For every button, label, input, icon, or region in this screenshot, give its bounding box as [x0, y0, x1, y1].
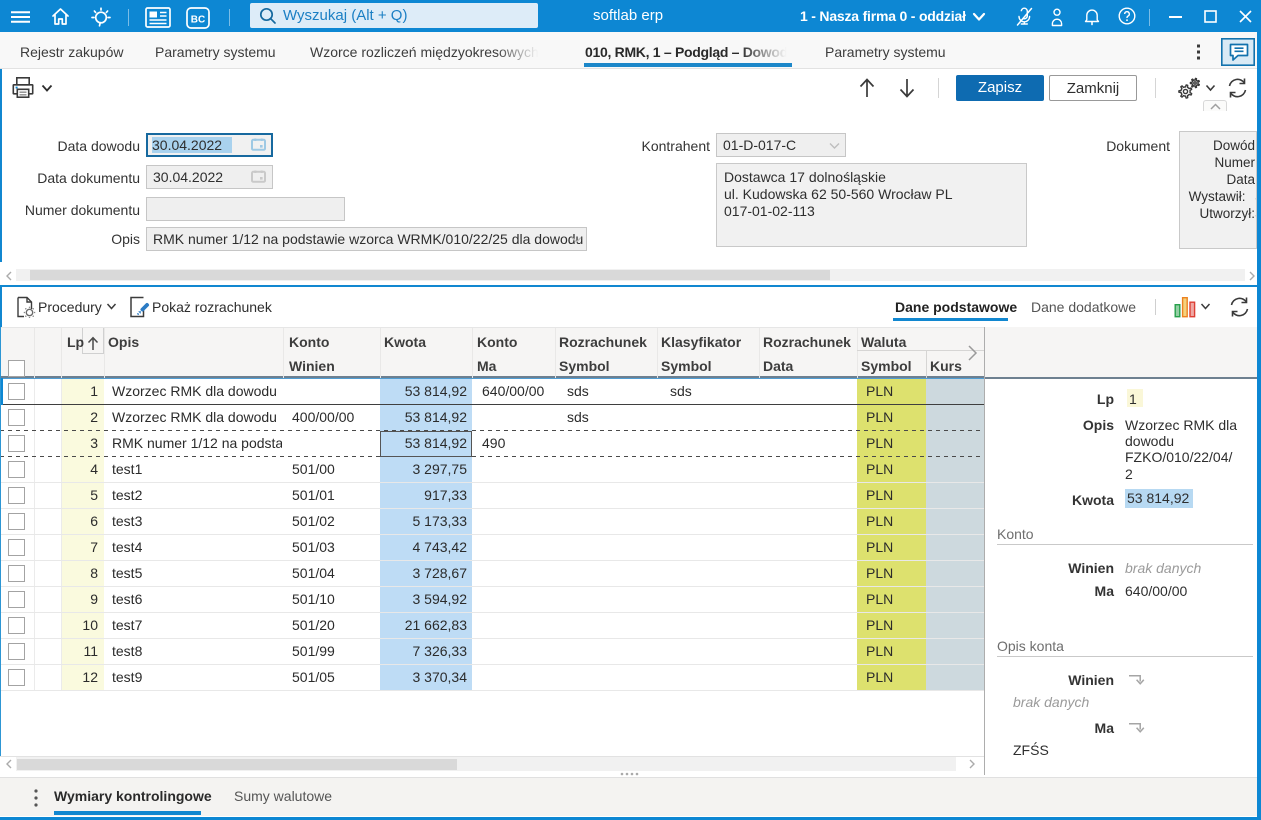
- svg-text:BC: BC: [191, 15, 205, 26]
